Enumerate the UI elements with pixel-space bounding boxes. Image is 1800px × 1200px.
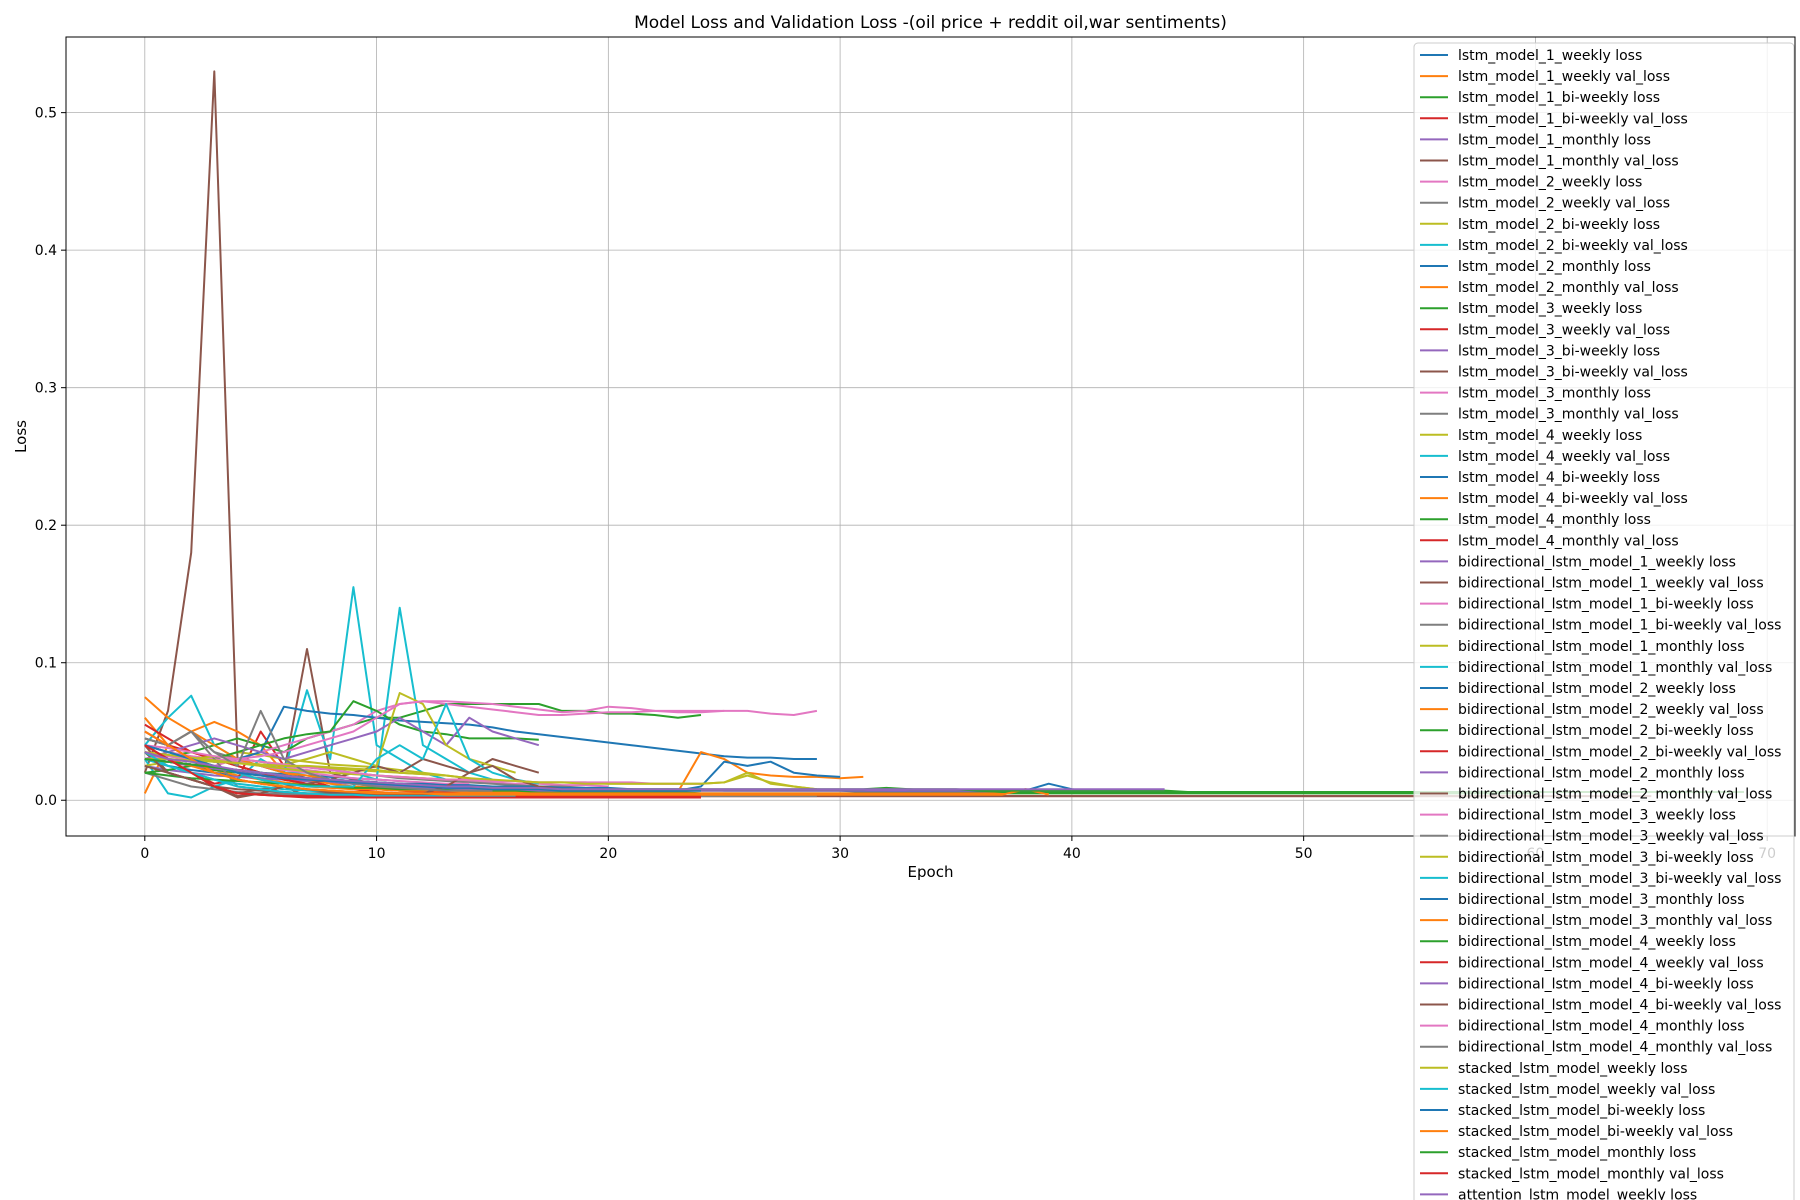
legend-item: bidirectional_lstm_model_1_bi-weekly val…: [1458, 618, 1781, 634]
series-line: [144, 744, 701, 785]
series-line: [144, 730, 1049, 796]
series-line: [144, 703, 702, 760]
legend-item: lstm_model_3_bi-weekly val_loss: [1458, 365, 1688, 381]
legend-item: lstm_model_2_bi-weekly val_loss: [1458, 238, 1688, 254]
legend-item: lstm_model_2_weekly loss: [1458, 175, 1642, 191]
series-line: [144, 744, 701, 799]
legend-item: bidirectional_lstm_model_3_monthly loss: [1458, 892, 1745, 908]
legend-item: bidirectional_lstm_model_2_weekly loss: [1458, 681, 1736, 697]
x-tick-label: 10: [368, 846, 386, 862]
y-axis-label: Loss: [12, 420, 30, 453]
y-tick-label: 0.4: [35, 243, 57, 259]
legend-item: lstm_model_1_bi-weekly val_loss: [1458, 111, 1688, 127]
y-tick-label: 0.3: [35, 381, 57, 397]
series-line: [144, 744, 701, 792]
series-line: [144, 716, 540, 760]
x-tick-label: 20: [599, 846, 617, 862]
y-tick-label: 0.5: [35, 106, 57, 122]
series-line: [144, 692, 516, 774]
legend-item: bidirectional_lstm_model_4_weekly val_lo…: [1458, 955, 1764, 971]
legend-item: lstm_model_1_monthly loss: [1458, 132, 1651, 148]
legend-item: lstm_model_3_monthly val_loss: [1458, 407, 1679, 423]
legend-item: stacked_lstm_model_bi-weekly val_loss: [1458, 1124, 1733, 1140]
x-tick-label: 40: [1063, 846, 1081, 862]
legend-item: stacked_lstm_model_bi-weekly loss: [1458, 1103, 1705, 1119]
legend-box: [1413, 42, 1795, 1200]
legend-item: lstm_model_4_bi-weekly val_loss: [1458, 491, 1688, 507]
legend-item: lstm_model_2_monthly loss: [1458, 259, 1651, 275]
legend-item: bidirectional_lstm_model_1_weekly loss: [1458, 554, 1736, 570]
legend-item: lstm_model_3_monthly loss: [1458, 386, 1651, 402]
x-tick-label: 0: [140, 846, 149, 862]
x-tick-label: 50: [1295, 846, 1313, 862]
legend-item: lstm_model_1_weekly val_loss: [1458, 69, 1670, 85]
x-axis-label: Epoch: [908, 863, 954, 881]
legend-item: bidirectional_lstm_model_2_bi-weekly val…: [1458, 744, 1781, 760]
y-tick-label: 0.1: [35, 656, 57, 672]
legend-item: lstm_model_4_weekly loss: [1458, 428, 1642, 444]
legend-item: stacked_lstm_model_monthly loss: [1458, 1145, 1696, 1161]
legend-item: bidirectional_lstm_model_2_monthly val_l…: [1458, 787, 1772, 803]
series-line: [144, 709, 493, 792]
legend-item: bidirectional_lstm_model_1_weekly val_lo…: [1458, 576, 1764, 592]
series-layer: [143, 70, 1744, 799]
legend-item: bidirectional_lstm_model_4_monthly loss: [1458, 1019, 1745, 1035]
legend-item: stacked_lstm_model_weekly val_loss: [1458, 1082, 1715, 1098]
legend-item: bidirectional_lstm_model_3_bi-weekly los…: [1458, 850, 1754, 866]
y-tick-label: 0.2: [35, 518, 57, 534]
legend-item: lstm_model_1_weekly loss: [1458, 48, 1642, 64]
legend-item: bidirectional_lstm_model_3_weekly loss: [1458, 808, 1736, 824]
series-line: [143, 586, 447, 799]
series-line: [144, 751, 1652, 798]
legend-item: lstm_model_3_bi-weekly loss: [1458, 343, 1660, 359]
x-tick-label: 30: [831, 846, 849, 862]
legend-item: bidirectional_lstm_model_4_weekly loss: [1458, 934, 1736, 950]
legend-item: lstm_model_2_weekly val_loss: [1458, 196, 1670, 212]
legend-item: lstm_model_3_weekly loss: [1458, 301, 1642, 317]
legend-item: lstm_model_4_monthly loss: [1458, 512, 1651, 528]
plot-frame: [65, 36, 1796, 837]
legend-item: bidirectional_lstm_model_2_monthly loss: [1458, 765, 1745, 781]
series-line: [144, 700, 818, 763]
legend-item: lstm_model_1_monthly val_loss: [1458, 154, 1679, 170]
legend-item: bidirectional_lstm_model_2_bi-weekly los…: [1458, 723, 1754, 739]
legend-item: attention_lstm_model_weekly loss: [1458, 1187, 1697, 1200]
legend-item: bidirectional_lstm_model_3_bi-weekly val…: [1458, 871, 1781, 887]
legend-item: lstm_model_1_bi-weekly loss: [1458, 90, 1660, 106]
legend-item: lstm_model_4_bi-weekly loss: [1458, 470, 1660, 486]
series-line: [144, 751, 516, 798]
legend-item: stacked_lstm_model_monthly val_loss: [1458, 1166, 1724, 1182]
legend-item: lstm_model_4_weekly val_loss: [1458, 449, 1670, 465]
legend-item: lstm_model_4_monthly val_loss: [1458, 533, 1679, 549]
legend-item: bidirectional_lstm_model_1_monthly loss: [1458, 639, 1745, 655]
legend-item: bidirectional_lstm_model_4_bi-weekly val…: [1458, 998, 1781, 1014]
legend-item: bidirectional_lstm_model_4_monthly val_l…: [1458, 1040, 1772, 1056]
legend-item: bidirectional_lstm_model_3_monthly val_l…: [1458, 913, 1772, 929]
legend-item: stacked_lstm_model_weekly loss: [1458, 1061, 1688, 1077]
series-line: [144, 751, 1165, 791]
legend-item: bidirectional_lstm_model_1_bi-weekly los…: [1458, 597, 1754, 613]
legend: lstm_model_1_weekly loss lstm_model_1_wee…: [1413, 42, 1795, 1200]
legend-item: bidirectional_lstm_model_3_weekly val_lo…: [1458, 829, 1764, 845]
chart-title: Model Loss and Validation Loss -(oil pri…: [634, 13, 1227, 33]
legend-item: lstm_model_2_monthly val_loss: [1458, 280, 1679, 296]
series-line: [144, 758, 818, 791]
legend-item: lstm_model_2_bi-weekly loss: [1458, 217, 1660, 233]
y-tick-label: 0.0: [35, 793, 57, 809]
legend-item: bidirectional_lstm_model_4_bi-weekly los…: [1458, 976, 1754, 992]
legend-item: lstm_model_3_weekly val_loss: [1458, 322, 1670, 338]
legend-item: bidirectional_lstm_model_2_weekly val_lo…: [1458, 702, 1764, 718]
y-axis: 0.0 0.1 0.2 0.3 0.4 0.5: [35, 106, 66, 809]
legend-item: bidirectional_lstm_model_1_monthly val_l…: [1458, 660, 1772, 676]
